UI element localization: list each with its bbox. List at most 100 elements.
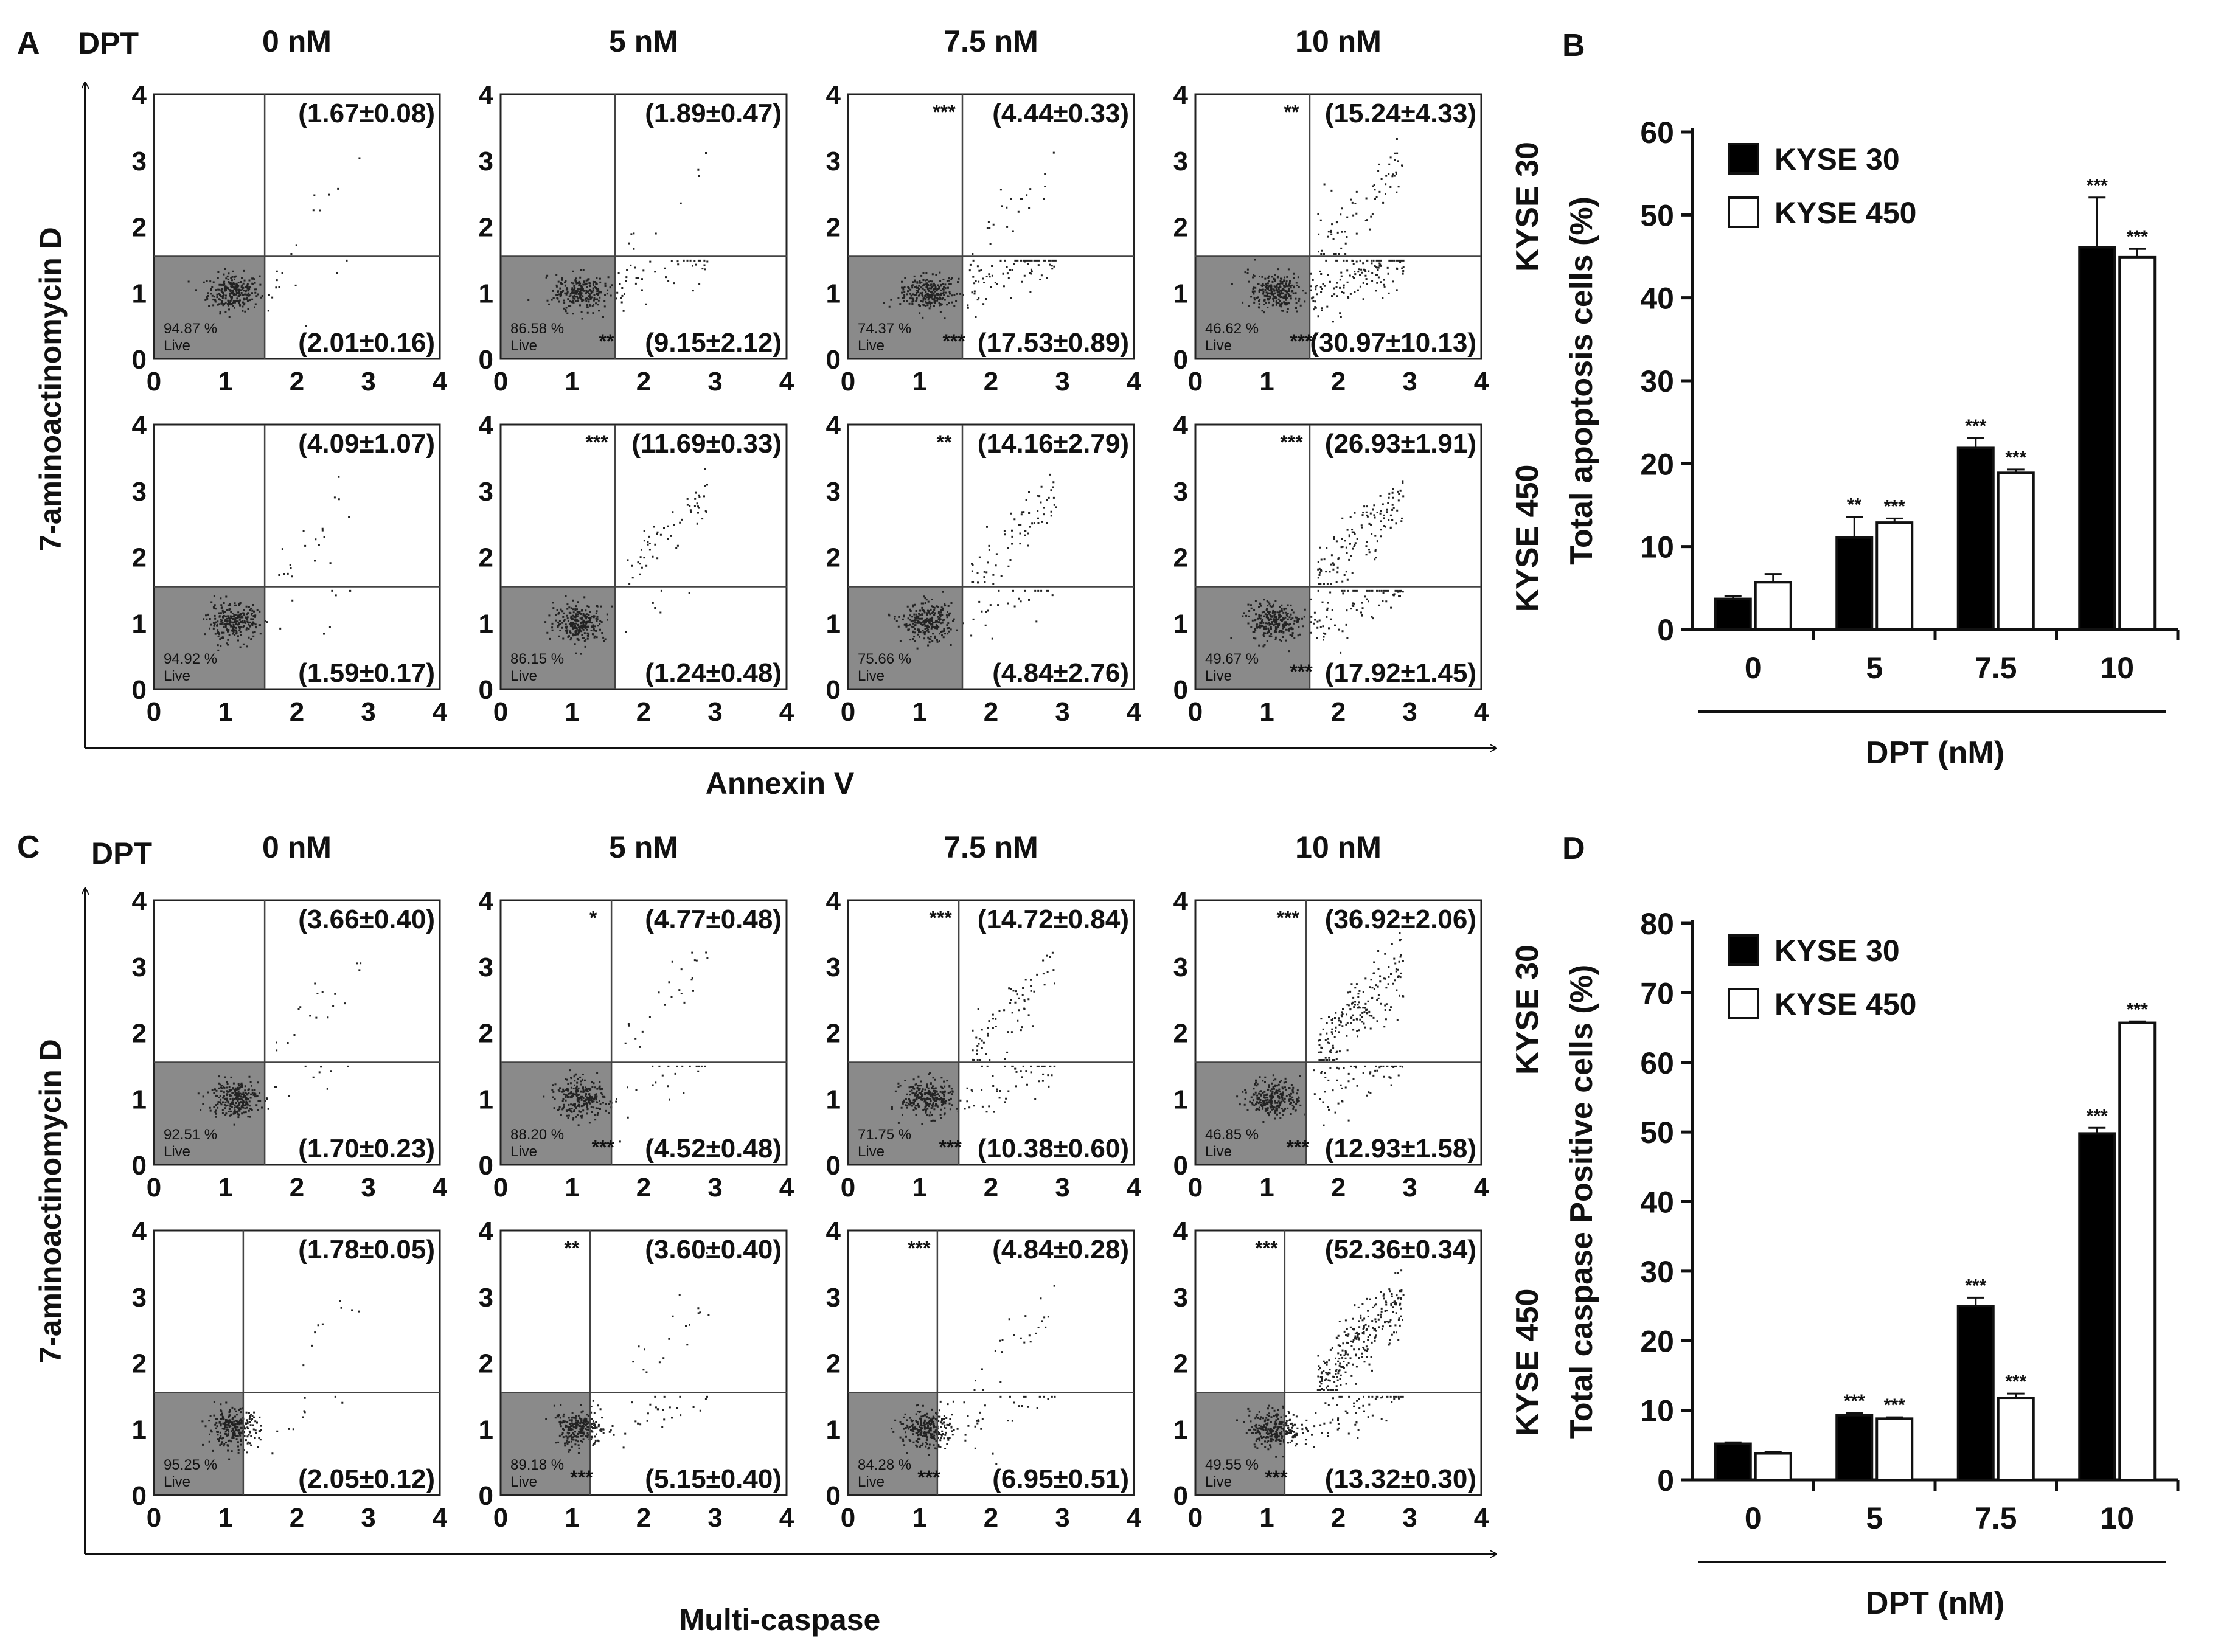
- flow-plot: 00 1 1 2 2 3 3 4 4 (3.66±0.40) (1.70±0.23) 92.51 %L…: [132, 886, 448, 1203]
- live-percentage: 86.15 %: [510, 651, 564, 667]
- bar-kyse-30: [2078, 1132, 2116, 1481]
- upper-right-value: (3.60±0.40): [645, 1235, 782, 1265]
- x-tick-label: 1: [1259, 697, 1274, 727]
- significance-lower: ***: [917, 1466, 940, 1488]
- live-percentage: 89.18 %: [510, 1457, 564, 1473]
- bar-kyse-450: [2118, 1021, 2157, 1481]
- panel-a: A DPT 7-aminoactinomycin D Annexin V KYS…: [17, 24, 1545, 800]
- y-tick-label: 1: [479, 1085, 493, 1114]
- y-tick-label: 2: [479, 213, 493, 243]
- plot-frame: [1194, 899, 1482, 1166]
- significance-lower: **: [599, 330, 614, 352]
- significance-mark: ***: [2087, 1106, 2108, 1126]
- y-tick-label: 3: [1173, 1283, 1188, 1313]
- event-dots: [888, 473, 1057, 650]
- upper-right-value: (26.93±1.91): [1325, 429, 1476, 459]
- live-label: Live: [1205, 338, 1232, 354]
- y-tick-label: 50: [1640, 1116, 1674, 1150]
- y-tick-label: 0: [1173, 675, 1188, 705]
- y-tick-label: 4: [826, 411, 841, 440]
- x-tick-label: 4: [1474, 1173, 1489, 1203]
- y-tick-label: 3: [132, 1283, 147, 1313]
- row-label-c-kyse30: KYSE 30: [1510, 945, 1545, 1075]
- y-tick-label: 4: [132, 1216, 147, 1246]
- y-axis-label: Total apoptosis cells (%): [1564, 196, 1599, 565]
- significance-upper: ***: [1255, 1237, 1278, 1259]
- y-tick-label: 0: [826, 1481, 841, 1511]
- live-gate: [1195, 1392, 1285, 1495]
- lower-right-value: (1.59±0.17): [298, 658, 435, 688]
- y-tick-label: 4: [479, 886, 494, 916]
- y-tick-label: 1: [826, 279, 841, 308]
- y-tick-label: 4: [1173, 80, 1189, 110]
- event-dots: [201, 1300, 360, 1460]
- yaxis-label-a: 7-aminoactinomycin D: [33, 227, 68, 551]
- significance-upper: **: [937, 431, 952, 453]
- y-tick-label: 0: [1657, 1463, 1674, 1498]
- xaxis-label-a: Annexin V: [706, 766, 855, 800]
- y-tick-label: 2: [1173, 1349, 1188, 1379]
- y-tick-label: 1: [132, 279, 147, 308]
- y-tick-label: 2: [826, 1019, 841, 1049]
- xaxis-label-c: Multi-caspase: [680, 1603, 881, 1637]
- x-tick-label: 1: [218, 367, 232, 397]
- event-dots: [891, 951, 1056, 1125]
- y-tick-label: 0: [479, 1151, 493, 1181]
- bar-kyse-450: [1875, 521, 1914, 631]
- x-tick-label: 0: [841, 1503, 855, 1533]
- y-tick-label: 2: [479, 1019, 493, 1049]
- flow-plot: 00 1 1 2 2 3 3 4 4 (36.92±2.06) (12.93±1.58) *** ***…: [1173, 886, 1489, 1203]
- live-label: Live: [510, 1474, 537, 1490]
- event-dots: [1230, 480, 1405, 654]
- bar-kyse-450: [1754, 581, 1792, 631]
- x-tick-label: 0: [1745, 651, 1762, 685]
- x-tick-label: 4: [1127, 367, 1142, 397]
- live-percentage: 95.25 %: [164, 1457, 217, 1473]
- live-percentage: 46.85 %: [1205, 1126, 1259, 1143]
- y-tick-label: 2: [826, 213, 841, 243]
- event-dots: [891, 1285, 1056, 1465]
- plot-frame: [847, 899, 1135, 1166]
- y-tick-label: 40: [1640, 1185, 1674, 1220]
- live-label: Live: [858, 1474, 885, 1490]
- y-tick-label: 2: [132, 543, 147, 573]
- x-tick-label: 3: [361, 1503, 375, 1533]
- x-tick-label: 1: [1259, 367, 1274, 397]
- y-tick-label: 2: [132, 213, 147, 243]
- significance-lower: ***: [1265, 1466, 1288, 1488]
- x-tick-label: 10: [2100, 1501, 2134, 1535]
- significance-lower: ***: [1290, 661, 1313, 682]
- concentration-label: 0 nM: [262, 24, 332, 58]
- live-gate: [154, 1062, 265, 1165]
- live-gate: [501, 1062, 612, 1165]
- x-tick-label: 5: [1866, 651, 1883, 685]
- flow-grid-a: 0 nM 5 nM 7.5 nM 10 nM0011223344(1.67±0.08)…: [85, 24, 1496, 748]
- bar-kyse-450: [1875, 1417, 1914, 1482]
- x-tick-label: 0: [493, 367, 508, 397]
- lower-right-value: (2.01±0.16): [298, 328, 435, 358]
- y-tick-label: 2: [479, 1349, 493, 1379]
- plot-frame: [153, 1229, 441, 1496]
- y-tick-label: 70: [1640, 976, 1674, 1010]
- significance-upper: *: [589, 907, 597, 929]
- x-tick-label: 1: [565, 697, 579, 727]
- y-tick-label: 60: [1640, 116, 1674, 150]
- y-tick-label: 4: [132, 886, 147, 916]
- bar-chart-d: 0 10 20 30 40 50 60 70 80 0 5 *** *** 7.5 *** *** 10 *** *…: [1564, 907, 2180, 1621]
- x-tick-label: 1: [218, 1173, 232, 1203]
- x-tick-label: 2: [1331, 697, 1346, 727]
- x-tick-label: 3: [1402, 367, 1417, 397]
- y-tick-label: 2: [826, 543, 841, 573]
- significance-mark: ***: [2087, 176, 2108, 196]
- lower-right-value: (30.97±10.13): [1310, 328, 1476, 358]
- x-tick-label: 0: [1188, 697, 1203, 727]
- x-tick-label: 1: [565, 367, 579, 397]
- x-tick-label: 2: [984, 697, 998, 727]
- x-tick-label: 4: [1127, 1503, 1142, 1533]
- live-percentage: 94.87 %: [164, 321, 217, 337]
- y-tick-label: 20: [1640, 447, 1674, 481]
- panel-label-d: D: [1562, 831, 1585, 866]
- x-tick-label: 2: [984, 1503, 998, 1533]
- x-tick-label: 4: [1127, 697, 1142, 727]
- concentration-label: 10 nM: [1295, 24, 1382, 58]
